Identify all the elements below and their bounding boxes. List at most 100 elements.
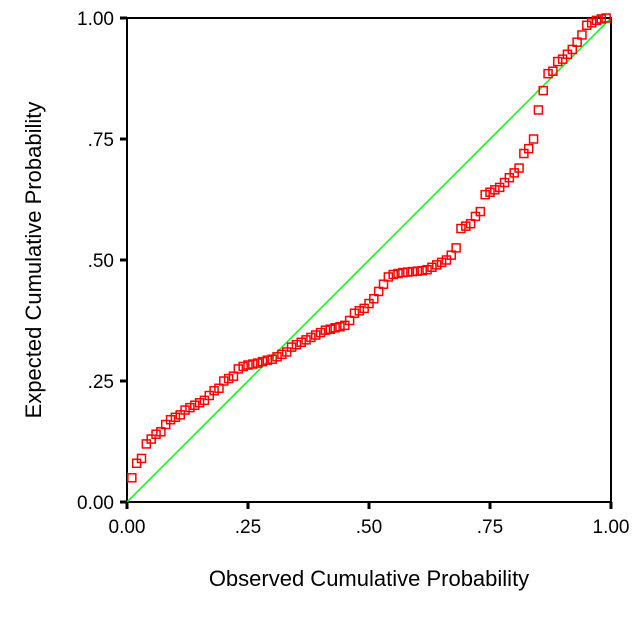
data-point	[223, 373, 234, 384]
data-point	[335, 322, 345, 332]
data-point	[248, 359, 258, 369]
data-point	[490, 185, 500, 195]
data-point	[272, 352, 282, 362]
data-point	[586, 18, 597, 28]
data-point	[315, 327, 326, 338]
data-point	[553, 56, 563, 67]
data-point	[528, 134, 539, 144]
data-point	[509, 168, 519, 178]
data-point	[344, 315, 355, 326]
data-point	[151, 429, 161, 439]
data-point	[364, 298, 374, 309]
data-point	[233, 364, 244, 374]
data-point	[286, 342, 297, 352]
x-tick-label: .25	[235, 517, 261, 538]
data-point	[538, 85, 548, 96]
data-point	[228, 371, 239, 381]
data-point	[306, 332, 316, 343]
data-point	[311, 330, 321, 340]
data-point	[393, 268, 403, 279]
data-point	[141, 439, 152, 449]
data-point	[378, 279, 389, 289]
data-point	[436, 257, 447, 268]
x-tick-label: .50	[356, 517, 382, 538]
data-point	[204, 390, 215, 401]
data-point	[180, 405, 190, 415]
x-tick-label: 1.00	[593, 517, 630, 538]
x-axis: 0.00 .25 .50 .75 1.00	[109, 502, 630, 538]
data-point	[601, 13, 611, 23]
data-point	[238, 361, 248, 372]
data-point	[514, 163, 524, 173]
data-point	[296, 337, 306, 348]
data-point	[340, 320, 350, 331]
data-point	[190, 400, 200, 410]
y-tick-label: 0.00	[77, 493, 114, 514]
x-tick-label: 0.00	[109, 517, 146, 538]
y-tick-label: .25	[88, 372, 114, 393]
data-point	[519, 148, 529, 159]
data-point	[451, 243, 461, 253]
data-point	[320, 325, 331, 335]
data-point	[257, 356, 268, 367]
data-point	[359, 303, 369, 314]
data-point	[577, 30, 587, 40]
y-tick-label: .50	[88, 251, 114, 272]
data-point	[291, 339, 302, 350]
data-point	[465, 218, 476, 229]
data-point	[557, 54, 568, 64]
data-point	[441, 255, 452, 265]
data-point	[127, 473, 137, 483]
data-point	[494, 182, 505, 193]
data-point	[388, 269, 398, 280]
data-point	[209, 385, 219, 396]
data-point	[219, 376, 229, 386]
data-point	[146, 434, 156, 444]
y-axis-title: Expected Cumulative Probability	[21, 102, 46, 419]
data-point	[480, 189, 490, 200]
y-axis: 0.00 .25 .50 .75 1.00	[77, 9, 127, 514]
data-point	[543, 68, 553, 79]
data-point	[572, 37, 582, 47]
data-point	[485, 187, 495, 197]
y-tick-label: .75	[88, 130, 114, 151]
data-point	[330, 323, 340, 333]
y-tick-label: 1.00	[77, 9, 114, 30]
data-point	[446, 250, 457, 260]
data-point	[277, 349, 287, 360]
data-point	[281, 347, 292, 357]
data-point	[398, 267, 408, 278]
data-point	[407, 266, 418, 277]
data-point	[262, 355, 273, 365]
data-point	[533, 105, 544, 115]
data-point	[214, 383, 224, 394]
data-point	[427, 262, 437, 273]
x-axis-title: Observed Cumulative Probability	[209, 566, 529, 591]
data-point	[131, 458, 142, 469]
data-points	[127, 13, 611, 483]
data-point	[402, 267, 413, 277]
data-point	[349, 308, 360, 318]
data-point	[156, 427, 166, 437]
data-point	[548, 66, 558, 76]
data-point	[160, 419, 171, 430]
data-point	[185, 402, 195, 413]
data-point	[470, 211, 481, 222]
data-point	[165, 414, 176, 425]
data-point	[596, 14, 607, 24]
data-point	[417, 265, 427, 276]
data-point	[175, 410, 185, 420]
data-point	[523, 143, 534, 154]
data-point	[194, 398, 205, 408]
data-point	[373, 286, 384, 297]
data-point	[369, 293, 379, 304]
data-point	[456, 223, 466, 234]
plot-area	[126, 13, 612, 503]
data-point	[354, 306, 365, 316]
data-point	[562, 49, 573, 60]
data-point	[252, 358, 263, 368]
data-point	[504, 172, 515, 183]
data-point	[567, 44, 578, 55]
data-point	[412, 266, 423, 276]
